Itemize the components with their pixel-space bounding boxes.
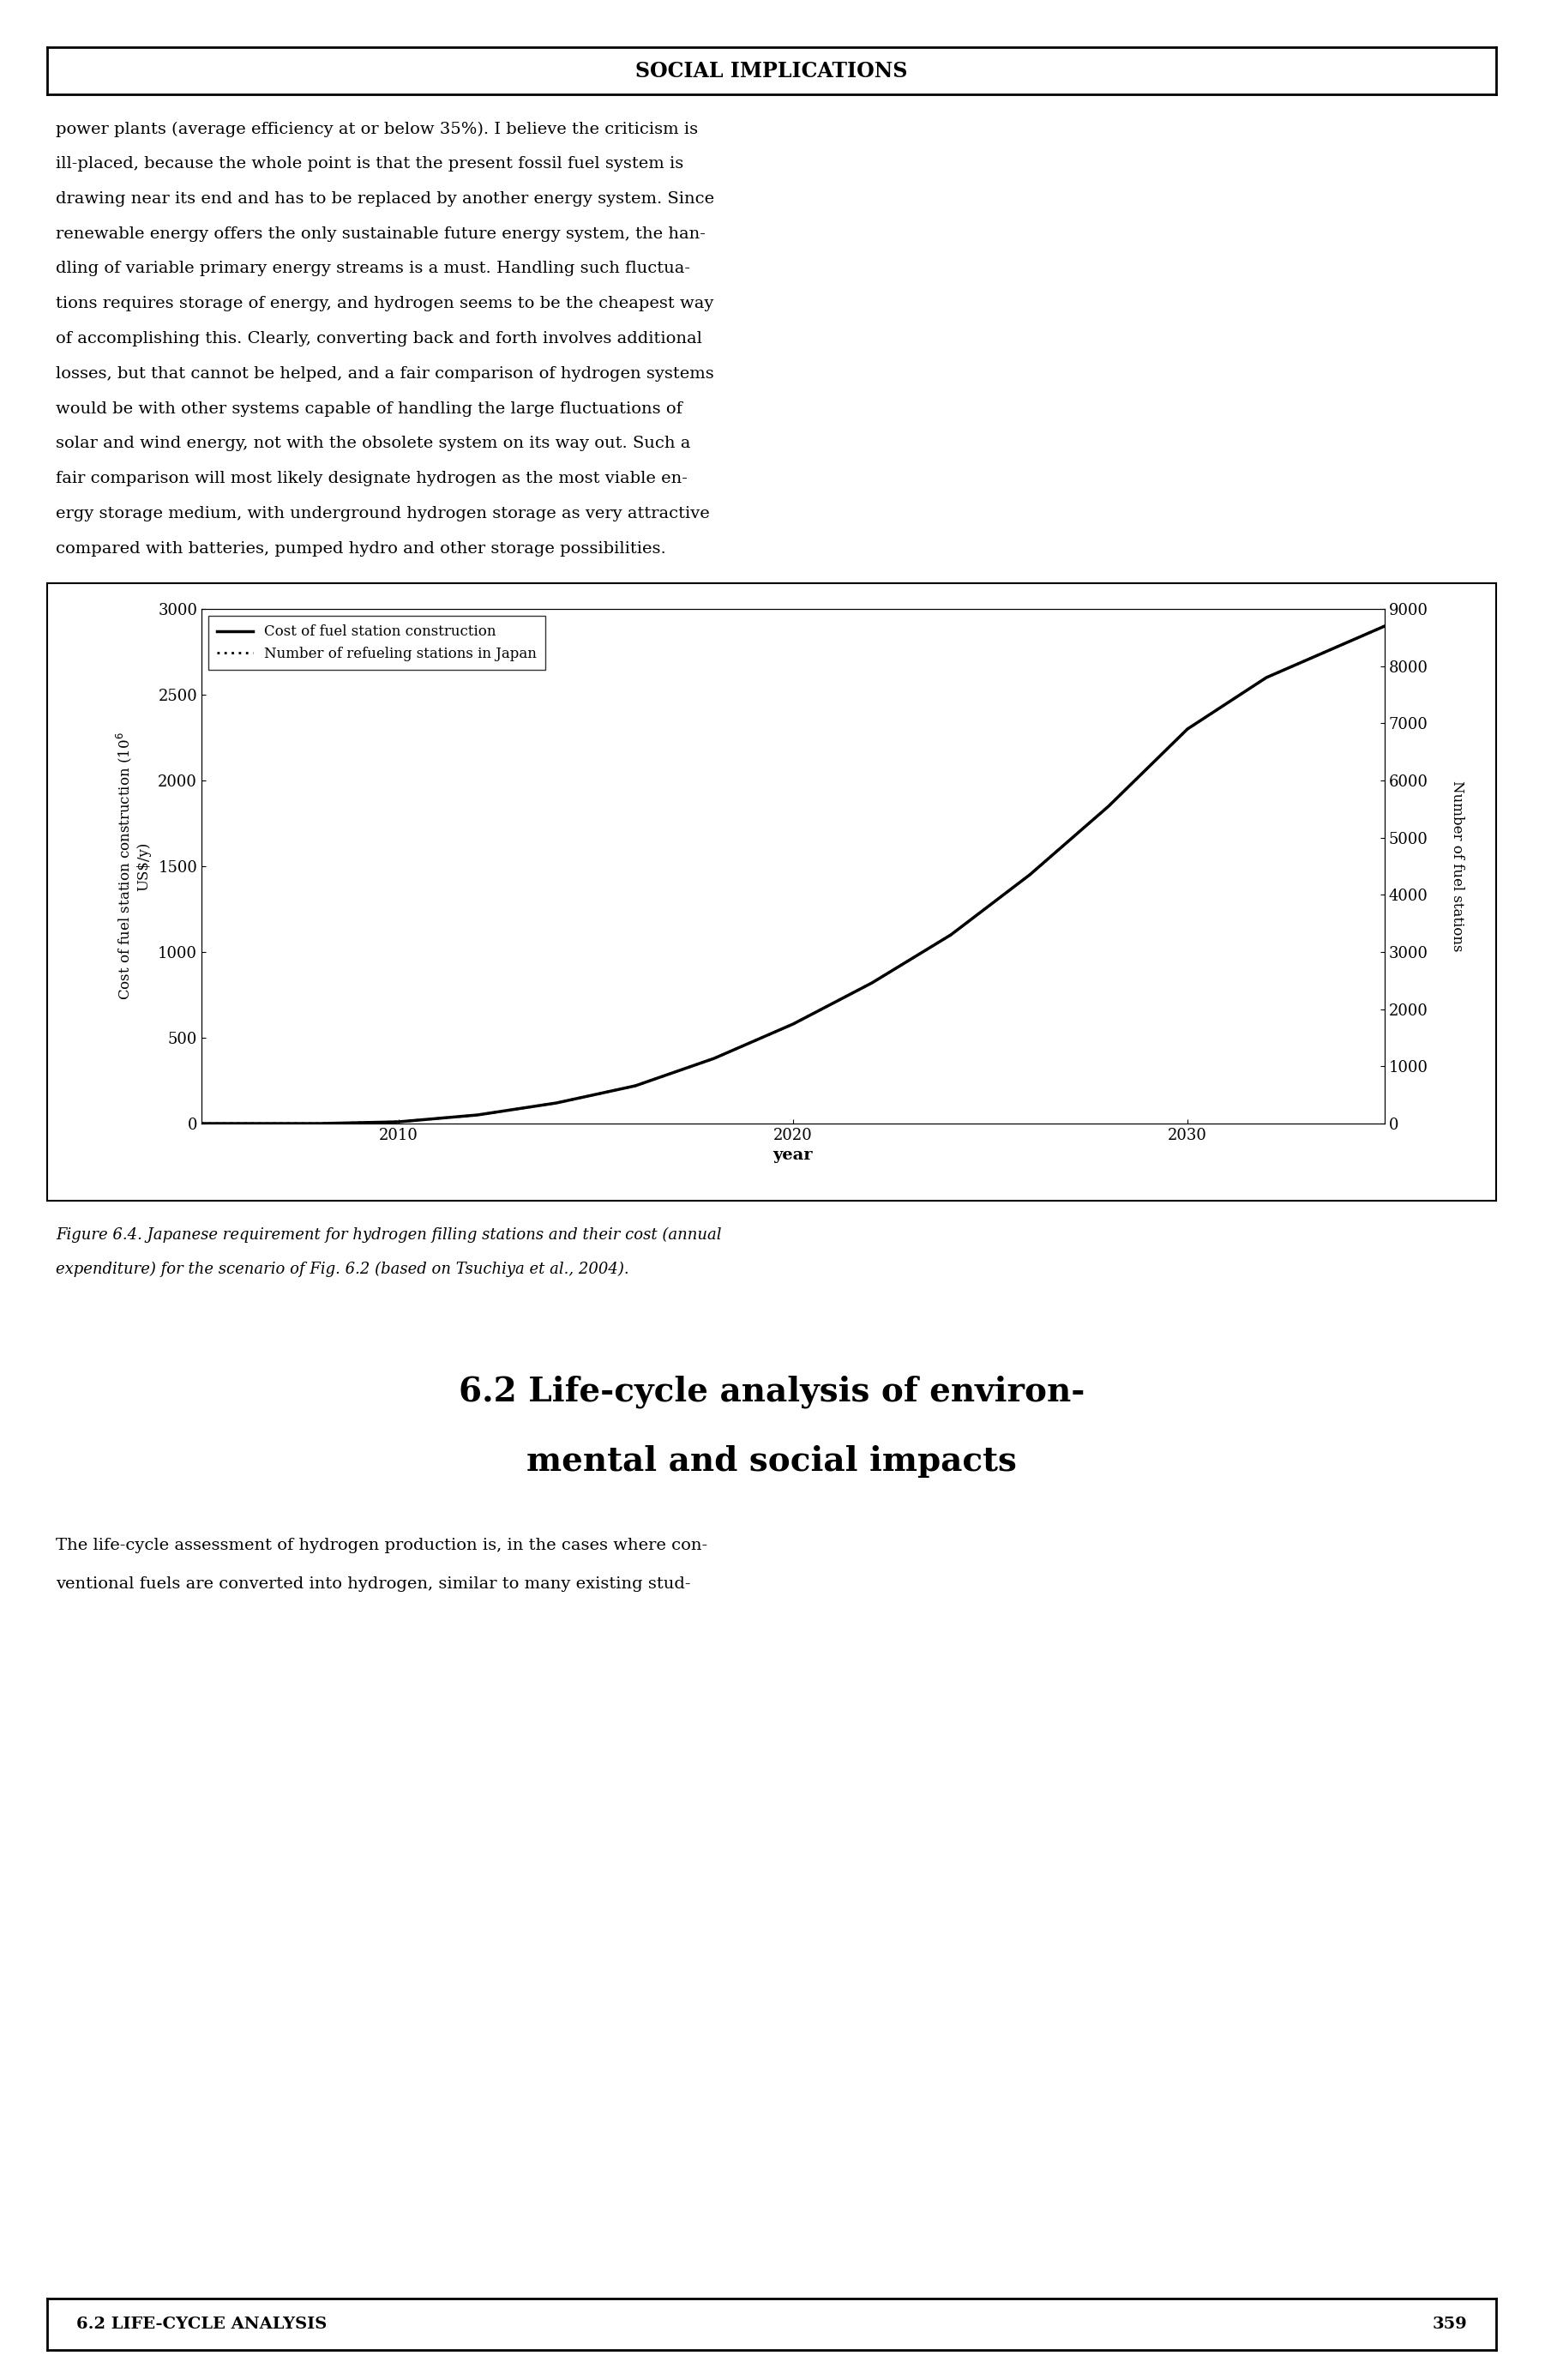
Text: would be with other systems capable of handling the large fluctuations of: would be with other systems capable of h… — [56, 400, 683, 416]
Y-axis label: Cost of fuel station construction (10$^6$
US$/y): Cost of fuel station construction (10$^6… — [114, 733, 151, 1000]
Text: ergy storage medium, with underground hydrogen storage as very attractive: ergy storage medium, with underground hy… — [56, 507, 709, 521]
Text: Figure 6.4. Japanese requirement for hydrogen filling stations and their cost (a: Figure 6.4. Japanese requirement for hyd… — [56, 1228, 722, 1242]
Text: fair comparison will most likely designate hydrogen as the most viable en-: fair comparison will most likely designa… — [56, 471, 688, 486]
Text: 6.2 Life-cycle analysis of environ-: 6.2 Life-cycle analysis of environ- — [459, 1376, 1085, 1409]
Text: dling of variable primary energy streams is a must. Handling such fluctua-: dling of variable primary energy streams… — [56, 262, 691, 276]
Text: mental and social impacts: mental and social impacts — [527, 1445, 1017, 1478]
Text: ill-placed, because the whole point is that the present fossil fuel system is: ill-placed, because the whole point is t… — [56, 157, 683, 171]
Text: 359: 359 — [1432, 2316, 1468, 2332]
Legend: Cost of fuel station construction, Number of refueling stations in Japan: Cost of fuel station construction, Numbe… — [209, 616, 545, 669]
Text: solar and wind energy, not with the obsolete system on its way out. Such a: solar and wind energy, not with the obso… — [56, 436, 691, 452]
Text: renewable energy offers the only sustainable future energy system, the han-: renewable energy offers the only sustain… — [56, 226, 706, 243]
Text: power plants (average efficiency at or below 35%). I believe the criticism is: power plants (average efficiency at or b… — [56, 121, 698, 136]
Text: 6.2 LIFE-CYCLE ANALYSIS: 6.2 LIFE-CYCLE ANALYSIS — [76, 2316, 326, 2332]
Text: of accomplishing this. Clearly, converting back and forth involves additional: of accomplishing this. Clearly, converti… — [56, 331, 701, 347]
X-axis label: year: year — [772, 1147, 813, 1164]
Text: SOCIAL IMPLICATIONS: SOCIAL IMPLICATIONS — [635, 60, 908, 81]
Text: tions requires storage of energy, and hydrogen seems to be the cheapest way: tions requires storage of energy, and hy… — [56, 295, 714, 312]
Text: compared with batteries, pumped hydro and other storage possibilities.: compared with batteries, pumped hydro an… — [56, 540, 666, 557]
Text: expenditure) for the scenario of Fig. 6.2 (based on Tsuchiya et al., 2004).: expenditure) for the scenario of Fig. 6.… — [56, 1261, 629, 1278]
Text: drawing near its end and has to be replaced by another energy system. Since: drawing near its end and has to be repla… — [56, 190, 714, 207]
Text: ventional fuels are converted into hydrogen, similar to many existing stud-: ventional fuels are converted into hydro… — [56, 1576, 691, 1592]
Text: The life-cycle assessment of hydrogen production is, in the cases where con-: The life-cycle assessment of hydrogen pr… — [56, 1537, 708, 1554]
Y-axis label: Number of fuel stations: Number of fuel stations — [1449, 781, 1465, 952]
Text: losses, but that cannot be helped, and a fair comparison of hydrogen systems: losses, but that cannot be helped, and a… — [56, 367, 714, 381]
